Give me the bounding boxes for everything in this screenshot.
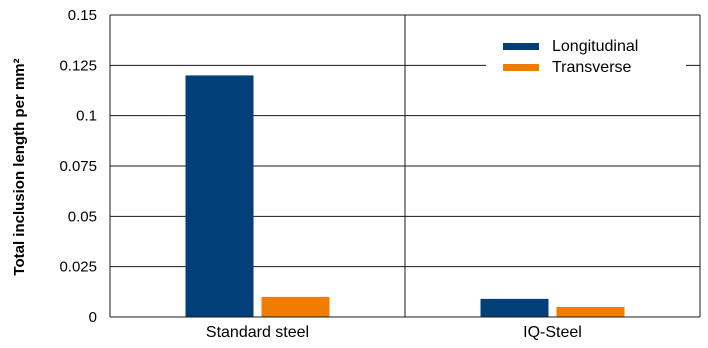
y-tick-label: 0 xyxy=(89,309,97,326)
y-tick-label: 0.025 xyxy=(59,259,97,276)
bar-longitudinal-standard-steel xyxy=(185,75,254,318)
legend-label: Transverse xyxy=(552,59,632,76)
legend-swatch xyxy=(503,64,539,71)
x-tick-labels: Standard steel IQ-Steel xyxy=(206,324,582,341)
legend-label: Longitudinal xyxy=(552,38,638,55)
y-tick-label: 0.125 xyxy=(59,57,97,74)
bar-transverse-iq-steel xyxy=(556,306,625,317)
bars xyxy=(185,75,625,318)
x-tick-label: Standard steel xyxy=(206,324,309,341)
y-tick-label: 0.05 xyxy=(68,208,97,225)
axes xyxy=(109,15,701,318)
y-tick-label: 0.1 xyxy=(76,108,97,125)
bar-transverse-standard-steel xyxy=(261,296,330,317)
y-axis-label: Total inclusion length per mm² xyxy=(11,58,28,275)
bar-longitudinal-iq-steel xyxy=(480,298,549,317)
legend-swatch xyxy=(503,43,539,50)
y-tick-label: 0.15 xyxy=(68,7,97,24)
legend: Longitudinal Transverse xyxy=(486,33,686,79)
legend-box xyxy=(486,33,686,79)
x-tick-label: IQ-Steel xyxy=(523,324,582,341)
y-tick-labels: 0 0.025 0.05 0.075 0.1 0.125 0.15 xyxy=(59,7,97,326)
y-tick-label: 0.075 xyxy=(59,158,97,175)
